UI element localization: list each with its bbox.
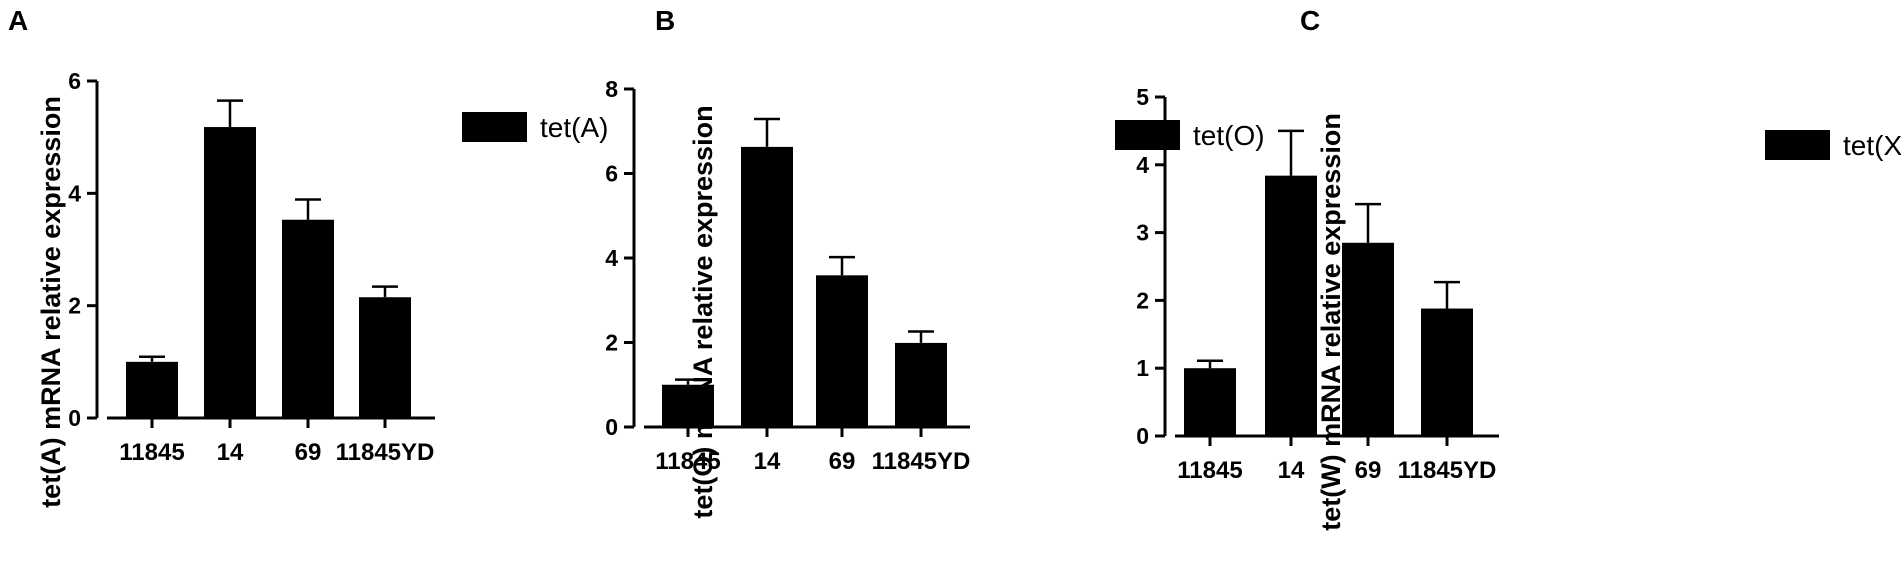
bar-c-0 — [1184, 368, 1236, 436]
panel-b: B tet(O) mRNA relative expression 0 2 4 6 8 1… — [605, 5, 1264, 519]
y-tick-label-b-2: 4 — [605, 245, 618, 271]
panel-letter-c: C — [1300, 5, 1320, 36]
bar-c-1 — [1265, 175, 1317, 436]
panel-letter-a: A — [8, 5, 28, 36]
panel-a: A tet(A) mRNA relative expression 0 2 4 6 11… — [8, 5, 608, 508]
bar-a-2 — [282, 219, 334, 418]
bar-b-3 — [895, 342, 947, 427]
plot-area-b: 0 2 4 6 8 11845 14 69 11845YD — [605, 76, 970, 475]
x-tick-label-b-1: 14 — [754, 448, 781, 475]
legend-label-a: tet(A) — [540, 112, 608, 143]
x-tick-label-c-2: 69 — [1355, 457, 1382, 484]
y-tick-label-b-1: 2 — [605, 330, 618, 356]
legend-swatch-a — [462, 112, 527, 142]
y-tick-label-a-2: 4 — [68, 180, 81, 206]
legend-label-b: tet(O) — [1193, 120, 1265, 151]
legend-c: tet(X) — [1765, 130, 1901, 161]
bar-a-3 — [359, 297, 411, 418]
plot-area-c: 0 1 2 3 4 5 11845 14 69 11845YD — [1136, 84, 1499, 484]
y-tick-label-a-3: 6 — [68, 68, 81, 94]
bar-a-0 — [126, 361, 178, 418]
bar-c-2 — [1342, 242, 1394, 436]
x-tick-label-a-3: 11845YD — [336, 439, 435, 466]
y-tick-label-b-4: 8 — [605, 76, 618, 102]
legend-swatch-c — [1765, 130, 1830, 160]
x-tick-label-b-3: 11845YD — [872, 448, 971, 475]
x-tick-label-b-2: 69 — [829, 448, 856, 475]
panel-c: C tet(W) mRNA relative expression 0 1 2 3 4 5… — [1136, 5, 1901, 531]
legend-label-c: tet(X) — [1843, 130, 1901, 161]
y-tick-label-a-0: 0 — [68, 405, 81, 431]
bar-a-1 — [204, 127, 256, 418]
y-tick-label-c-2: 2 — [1136, 287, 1149, 313]
x-tick-label-a-2: 69 — [295, 439, 322, 466]
y-tick-label-c-5: 5 — [1136, 84, 1149, 110]
panel-letter-b: B — [655, 5, 675, 36]
x-tick-label-c-1: 14 — [1278, 457, 1305, 484]
legend-a: tet(A) — [462, 112, 608, 143]
y-tick-label-a-1: 2 — [68, 293, 81, 319]
y-axis-label-b: tet(O) mRNA relative expression — [688, 105, 718, 518]
bar-b-2 — [816, 275, 868, 427]
bar-c-3 — [1421, 308, 1473, 436]
y-tick-label-c-3: 3 — [1136, 220, 1149, 246]
x-tick-label-a-0: 11845 — [119, 439, 184, 466]
x-tick-label-a-1: 14 — [217, 439, 244, 466]
y-tick-label-c-4: 4 — [1136, 152, 1149, 178]
x-tick-label-b-0: 11845 — [655, 448, 720, 475]
bar-b-1 — [741, 146, 793, 427]
legend-b: tet(O) — [1115, 120, 1265, 151]
y-tick-label-c-1: 1 — [1136, 355, 1149, 381]
y-axis-label-a: tet(A) mRNA relative expression — [36, 96, 66, 508]
bar-b-0 — [662, 384, 714, 427]
y-axis-label-c: tet(W) mRNA relative expression — [1316, 113, 1346, 531]
y-tick-label-c-0: 0 — [1136, 423, 1149, 449]
legend-swatch-b — [1115, 120, 1180, 150]
y-tick-label-b-0: 0 — [605, 414, 618, 440]
x-tick-label-c-3: 11845YD — [1398, 457, 1497, 484]
x-tick-label-c-0: 11845 — [1177, 457, 1242, 484]
plot-area-a: 0 2 4 6 11845 14 69 11845YD — [68, 68, 435, 466]
y-tick-label-b-3: 6 — [605, 161, 618, 187]
